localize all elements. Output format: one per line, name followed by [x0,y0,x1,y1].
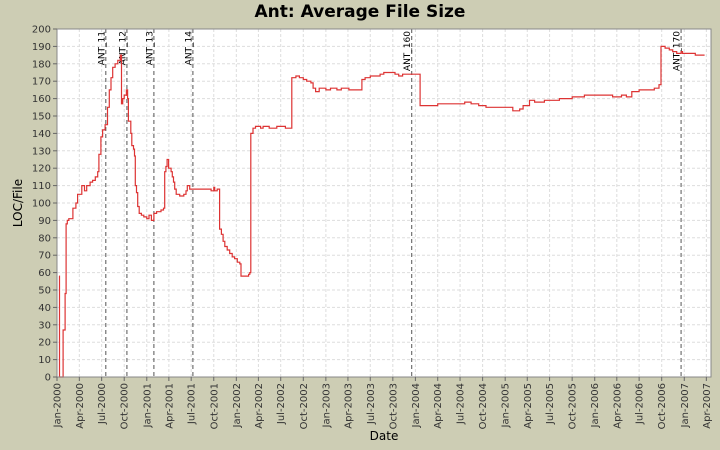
y-tick-label: 180 [32,59,51,70]
y-tick-label: 190 [32,42,51,53]
x-tick-label: Oct-2001 [209,383,220,429]
x-tick-label: Apr-2004 [433,383,444,429]
y-tick-label: 60 [38,268,51,279]
x-tick-label: Jul-2000 [97,383,108,425]
y-tick-label: 80 [38,233,51,244]
release-marker-label: ANT_14 [184,31,194,66]
y-tick-label: 130 [32,146,51,157]
x-tick-label: Apr-2007 [702,383,713,429]
x-tick-label: Jan-2006 [590,383,601,428]
y-tick-label: 100 [32,199,51,210]
y-tick-label: 30 [38,320,51,331]
y-tick-label: 70 [38,251,51,262]
x-tick-label: Jan-2007 [680,383,691,428]
x-tick-label: Jul-2004 [456,383,467,425]
x-axis-title: Date [370,429,399,443]
x-tick-label: Jan-2005 [501,383,512,428]
x-axis: Jan-2000 Apr-2000 Jul-2000 Oct-2000 Jan-2001… [53,377,713,429]
y-tick-label: 170 [32,77,51,88]
chart-title: Ant: Average File Size [254,2,466,22]
x-tick-label: Oct-2004 [478,383,489,429]
release-markers: ANT_11 ANT_12 ANT_13 ANT_14 ANT_160 ANT_170 [97,29,683,377]
x-tick-label: Jul-2003 [366,383,377,425]
y-tick-label: 150 [32,112,51,123]
release-marker-label: ANT_11 [97,31,107,65]
y-tick-label: 20 [38,338,51,349]
release-marker-label: ANT_160 [403,31,413,71]
x-tick-label: Oct-2002 [299,383,310,429]
y-tick-label: 200 [32,25,51,36]
x-tick-label: Jan-2004 [411,383,422,428]
y-tick-label: 50 [38,286,51,297]
y-axis-title: LOC/File [11,179,25,227]
x-tick-label: Jan-2000 [53,383,64,428]
y-tick-label: 160 [32,94,51,105]
x-tick-label: Oct-2000 [120,383,131,429]
y-axis: 0 10 20 30 40 50 60 70 80 90 100 110 120 130 140 150 160… [32,25,57,384]
y-tick-label: 140 [32,129,51,140]
release-marker-label: ANT_13 [145,31,155,65]
series-layer [58,45,705,378]
x-tick-label: Apr-2003 [343,383,354,429]
y-tick-label: 0 [45,373,51,384]
x-tick-label: Jul-2002 [276,383,287,425]
x-tick-label: Apr-2000 [75,383,86,429]
x-tick-label: Apr-2006 [612,383,623,429]
x-tick-label: Apr-2005 [523,383,534,429]
x-tick-label: Oct-2005 [568,383,579,429]
x-tick-label: Jul-2005 [545,383,556,425]
y-tick-label: 40 [38,303,51,314]
x-tick-label: Oct-2006 [657,383,668,429]
x-tick-label: Jan-2003 [321,383,332,428]
x-tick-label: Apr-2002 [254,383,265,429]
series-line [58,45,705,378]
x-tick-label: Oct-2003 [388,383,399,429]
x-tick-label: Jul-2006 [635,383,646,425]
y-tick-label: 120 [32,164,51,175]
x-tick-label: Apr-2001 [164,383,175,429]
x-tick-label: Jan-2001 [142,383,153,428]
y-tick-label: 10 [38,355,51,366]
release-marker-label: ANT_170 [673,31,683,71]
y-tick-label: 90 [38,216,51,227]
release-marker-label: ANT_12 [118,31,128,65]
x-tick-label: Jan-2002 [232,383,243,428]
y-tick-label: 110 [32,181,51,192]
x-tick-label: Jul-2001 [187,383,198,425]
